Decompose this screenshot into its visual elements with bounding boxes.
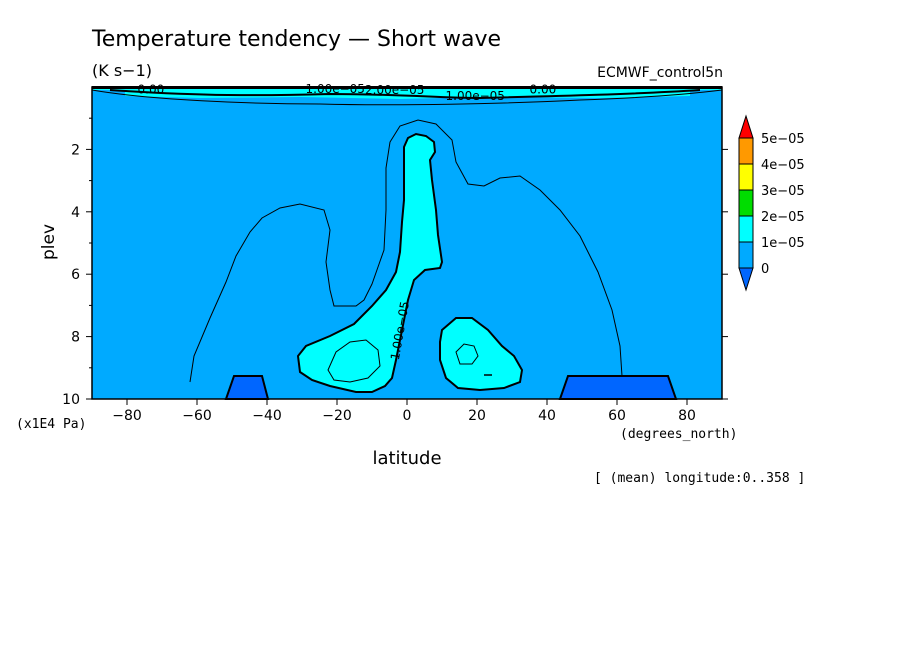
y-tick-label: 10	[62, 392, 80, 408]
colorbar-label: 3e−05	[761, 184, 805, 199]
x-tick-label: −80	[112, 408, 142, 424]
contour-label: 0.00	[530, 83, 557, 97]
colorbar-label: 1e−05	[761, 236, 805, 251]
contour-label: 1.00e−05	[306, 82, 365, 96]
contour-label: 0.00	[138, 83, 165, 97]
plot-area: 0.00 1.00e−05 2.00e−05 1.00e−05 0.001.00e−05	[91, 82, 723, 400]
x-tick-label: 60	[608, 408, 626, 424]
y-tick-label: 2	[71, 142, 80, 158]
contour-fill-right	[439, 317, 524, 392]
colorbar-label: 0	[761, 262, 769, 277]
contour-label: 1.00e−05	[446, 89, 505, 103]
colorbar-segment	[738, 215, 754, 243]
colorbar-under	[738, 267, 754, 292]
contour-label: 2.00e−05	[365, 83, 424, 97]
x-axis: −80 −60 −40 −20 0 20 40 60 80	[112, 399, 696, 424]
x-tick-label: −20	[322, 408, 352, 424]
colorbar-label: 5e−05	[761, 132, 805, 147]
colorbar-segment	[738, 189, 754, 217]
contour-top-thin	[91, 89, 723, 106]
mean-note: [ (mean) longitude:0..358 ]	[594, 471, 805, 486]
y-tick-label: 6	[71, 267, 80, 283]
x-tick-label: 80	[678, 408, 696, 424]
colorbar: 5e−05 4e−05 3e−05 2e−05 1e−05 0	[738, 114, 805, 292]
contour-zero	[189, 119, 623, 383]
dataset-label: ECMWF_control5n	[597, 65, 723, 81]
x-tick-label: 20	[468, 408, 486, 424]
chart-units: (K s−1)	[92, 61, 152, 80]
negative-region-right	[558, 375, 678, 400]
contour-fill-center	[296, 132, 444, 393]
colorbar-segment	[738, 163, 754, 191]
y-axis-label: plev	[39, 224, 59, 260]
x-axis-units: (degrees_north)	[620, 427, 737, 442]
contour-inner-left	[327, 339, 381, 383]
colorbar-segment	[738, 137, 754, 165]
chart-title: Temperature tendency — Short wave	[91, 27, 501, 52]
y-tick-label: 4	[71, 205, 80, 221]
negative-region-left	[224, 375, 270, 400]
y-tick-label: 8	[71, 330, 80, 346]
contour-inner-right	[455, 343, 479, 365]
x-tick-label: 0	[403, 408, 412, 424]
colorbar-segment	[738, 241, 754, 269]
y-axis: 2 4 6 8 10	[62, 117, 728, 408]
colorbar-label: 2e−05	[761, 210, 805, 225]
colorbar-label: 4e−05	[761, 158, 805, 173]
colorbar-over	[738, 114, 754, 139]
x-tick-label: −40	[252, 408, 282, 424]
x-tick-label: 40	[538, 408, 556, 424]
contour-top-thick	[109, 89, 701, 100]
y-axis-units: (x1E4 Pa)	[16, 417, 86, 432]
x-tick-label: −60	[182, 408, 212, 424]
x-axis-label: latitude	[372, 448, 441, 469]
